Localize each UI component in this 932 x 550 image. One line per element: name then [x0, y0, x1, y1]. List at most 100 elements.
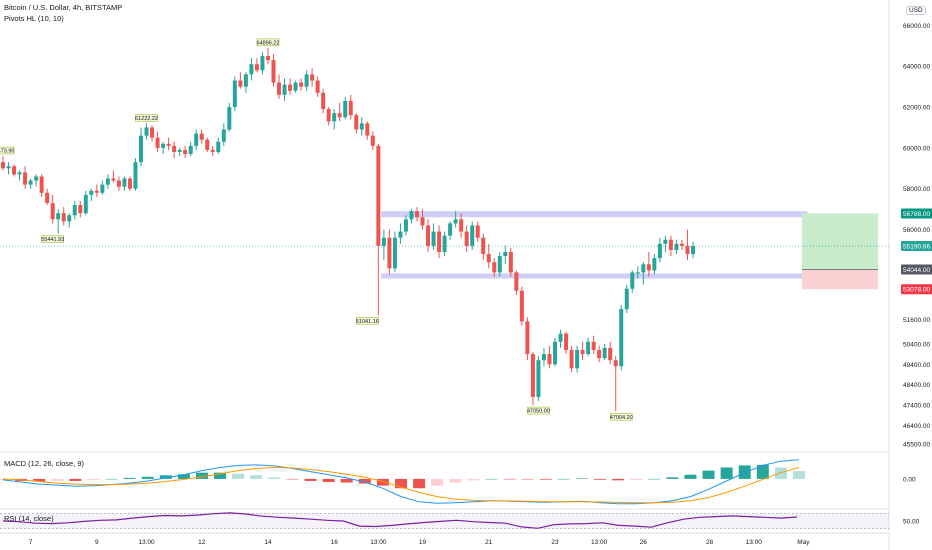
candle-body[interactable] [56, 213, 61, 220]
candle-body[interactable] [133, 162, 138, 189]
candle-body[interactable] [127, 178, 132, 189]
candle-body[interactable] [17, 172, 22, 175]
candle-body[interactable] [238, 80, 243, 87]
candle-body[interactable] [50, 203, 55, 220]
candle-body[interactable] [481, 237, 486, 255]
candle-body[interactable] [277, 82, 281, 95]
candle-body[interactable] [166, 143, 171, 146]
candle-body[interactable] [337, 113, 342, 118]
candle-body[interactable] [332, 113, 337, 122]
candle-body[interactable] [630, 272, 635, 289]
candle-body[interactable] [497, 256, 502, 273]
candle-body[interactable] [376, 145, 381, 246]
candle-body[interactable] [172, 145, 177, 152]
candle-body[interactable] [254, 64, 259, 71]
candle-body[interactable] [216, 141, 221, 152]
candle-body[interactable] [492, 262, 497, 273]
candle-body[interactable] [188, 145, 193, 155]
candle-body[interactable] [597, 349, 602, 359]
candle-body[interactable] [78, 205, 83, 214]
candle-body[interactable] [271, 60, 276, 83]
candle-body[interactable] [249, 64, 254, 75]
candle-body[interactable] [83, 194, 88, 214]
candle-body[interactable] [409, 211, 414, 220]
candle-body[interactable] [602, 347, 607, 359]
candle-body[interactable] [624, 288, 629, 310]
candle-body[interactable] [668, 239, 673, 250]
candle-body[interactable] [310, 74, 315, 81]
candle-body[interactable] [199, 133, 204, 140]
candle-body[interactable] [61, 213, 66, 222]
pivot-label-box[interactable] [527, 406, 550, 415]
candle-body[interactable] [569, 349, 574, 369]
candle-body[interactable] [586, 341, 591, 355]
candle-body[interactable] [282, 84, 287, 95]
candle-body[interactable] [635, 272, 640, 274]
candle-body[interactable] [431, 231, 436, 246]
candle-body[interactable] [348, 100, 353, 116]
candle-body[interactable] [304, 74, 309, 87]
candle-body[interactable] [580, 349, 585, 355]
candle-body[interactable] [72, 205, 77, 216]
candle-body[interactable] [105, 178, 110, 185]
price-tag[interactable] [901, 284, 932, 295]
candle-body[interactable] [116, 180, 121, 187]
candle-body[interactable] [23, 172, 28, 185]
candle-body[interactable] [674, 243, 679, 250]
candle-body[interactable] [67, 215, 72, 222]
pivot-label-box[interactable] [256, 38, 280, 47]
candle-body[interactable] [514, 272, 519, 291]
candle-body[interactable] [657, 243, 662, 259]
pivot-label-box[interactable] [609, 412, 633, 421]
candle-body[interactable] [299, 82, 304, 87]
candle-body[interactable] [558, 333, 563, 342]
pivot-label-box[interactable] [41, 235, 64, 243]
candle-body[interactable] [111, 178, 116, 181]
candle-body[interactable] [315, 80, 320, 93]
candle-body[interactable] [398, 231, 403, 238]
position-target-zone[interactable] [802, 213, 878, 270]
candle-body[interactable] [641, 264, 646, 273]
candle-body[interactable] [519, 290, 524, 322]
candle-body[interactable] [525, 321, 530, 355]
candle-body[interactable] [232, 80, 237, 108]
candle-body[interactable] [652, 258, 657, 271]
candle-body[interactable] [12, 166, 17, 175]
candle-body[interactable] [6, 166, 11, 169]
candle-body[interactable] [34, 176, 39, 181]
candle-body[interactable] [547, 354, 552, 365]
candle-body[interactable] [608, 347, 613, 361]
candle-body[interactable] [359, 123, 364, 130]
candle-body[interactable] [343, 100, 348, 118]
candle-body[interactable] [591, 341, 596, 350]
candle-body[interactable] [94, 190, 99, 193]
candle-body[interactable] [392, 237, 397, 269]
candle-body[interactable] [646, 264, 651, 271]
candle-body[interactable] [663, 239, 668, 244]
candle-body[interactable] [448, 223, 453, 236]
candle-body[interactable] [503, 251, 508, 257]
pivot-label-box[interactable] [0, 146, 15, 155]
candle-body[interactable] [260, 56, 265, 71]
candle-body[interactable] [575, 349, 580, 369]
candle-body[interactable] [365, 123, 370, 136]
candle-body[interactable] [1, 162, 5, 169]
candle-body[interactable] [370, 135, 375, 146]
candle-body[interactable] [475, 225, 480, 238]
candle-body[interactable] [210, 149, 215, 152]
candle-body[interactable] [464, 231, 469, 246]
candle-body[interactable] [619, 309, 624, 367]
candle-body[interactable] [679, 243, 684, 246]
candle-body[interactable] [691, 246, 695, 255]
indicator-legend-pivots[interactable]: Pivots HL (10, 10) [4, 14, 64, 23]
price-tag[interactable] [901, 241, 932, 252]
candle-body[interactable] [459, 219, 464, 232]
candle-body[interactable] [437, 231, 442, 252]
candle-body[interactable] [194, 133, 199, 146]
candle-body[interactable] [442, 235, 447, 252]
candle-body[interactable] [150, 127, 155, 138]
macd-legend[interactable]: MACD (12, 26, close, 9) [4, 459, 85, 468]
candle-body[interactable] [613, 360, 618, 367]
candle-body[interactable] [243, 74, 248, 87]
